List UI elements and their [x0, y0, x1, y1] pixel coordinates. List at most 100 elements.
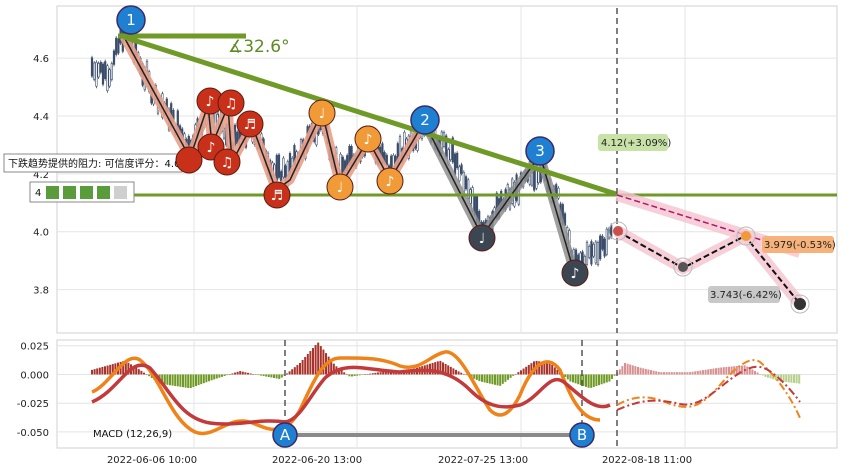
forecast-badge-low: 3.743(-6.42%)	[708, 286, 782, 303]
macd-hist-bar	[572, 374, 574, 383]
macd-hist-bar	[215, 374, 218, 379]
forecast-badge-up: 4.12(+3.09%)	[598, 134, 671, 151]
macd-hist-bar	[501, 374, 504, 384]
macd-hist-bar	[208, 374, 210, 382]
macd-hist-bar	[106, 365, 109, 375]
macd-hist-bar	[434, 362, 437, 375]
macd-hist-bar	[382, 371, 385, 375]
macd-hist-bar	[530, 363, 533, 375]
macd-hist-bar	[699, 370, 702, 375]
macd-hist-bar	[488, 374, 491, 384]
svg-text:♪: ♪	[364, 132, 373, 148]
macd-hist-bar	[330, 360, 333, 375]
macd-hist-bar	[286, 373, 288, 375]
macd-hist-bar	[179, 374, 182, 387]
macd-hist-bar	[611, 374, 613, 379]
macd-hist-bar	[127, 362, 130, 375]
macd-hist-bar	[369, 373, 372, 375]
macd-hist-bar	[332, 363, 335, 375]
candle-body	[533, 168, 536, 191]
candle-body	[588, 246, 591, 258]
macd-hist-bar	[798, 374, 801, 384]
macd-hist-bar	[582, 374, 585, 386]
forecast-marker-3	[736, 226, 756, 246]
macd-forecast-orange	[616, 359, 801, 419]
macd-hist-bar	[527, 364, 530, 375]
macd-hist-bar	[686, 372, 689, 375]
macd-hist-bar	[288, 371, 291, 375]
macd-hist-bar	[166, 374, 169, 385]
macd-hist-bar	[730, 366, 733, 375]
macd-hist-bar	[197, 374, 200, 386]
candle-body	[106, 65, 109, 92]
macd-hist-bar	[785, 374, 788, 383]
macd-hist-bar	[109, 364, 112, 375]
candle-body	[90, 57, 94, 77]
macd-hist-bar	[202, 374, 205, 384]
macd-label: MACD (12,26,9)	[93, 429, 172, 440]
macd-hist-bar	[174, 374, 177, 386]
macd-hist-bar	[663, 372, 665, 375]
macd-hist-bar	[579, 374, 582, 386]
macd-hist-bar	[465, 374, 468, 376]
macd-hist-bar	[540, 361, 543, 375]
macd-hist-bar	[694, 371, 697, 375]
macd-hist-bar	[91, 369, 93, 375]
down-trendline	[123, 34, 617, 197]
macd-hist-bar	[449, 366, 452, 375]
macd-hist-bar	[213, 374, 216, 380]
candle-body	[460, 164, 463, 174]
macd-hist-bar	[171, 374, 174, 386]
macd-hist-bar	[624, 362, 626, 375]
svg-text:3.979(-0.53%): 3.979(-0.53%)	[764, 240, 836, 251]
macd-hist-bar	[135, 367, 138, 375]
macd-hist-bar	[299, 362, 301, 375]
macd-hist-bar	[577, 374, 580, 385]
macd-hist-bar	[499, 374, 502, 386]
macd-hist-bar	[436, 361, 439, 375]
macd-hist-bar	[176, 374, 179, 387]
macd-hist-bar	[639, 367, 642, 375]
forecast-badge-mid: 3.979(-0.53%)	[762, 236, 836, 253]
macd-hist-bar	[327, 356, 330, 375]
candle-body	[467, 179, 470, 199]
macd-hist-bar	[195, 374, 197, 387]
svg-text:B: B	[577, 426, 587, 444]
macd-hist-bar	[613, 374, 616, 376]
macd-hist-bar	[793, 374, 795, 383]
note-marker: ♫	[213, 148, 241, 176]
macd-hist-bar	[384, 371, 387, 375]
macd-hist-bar	[262, 374, 265, 377]
macd-hist-bar	[455, 369, 457, 375]
macd-hist-bar	[650, 370, 652, 375]
macd-hist-bar	[221, 374, 223, 377]
macd-hist-bar	[431, 362, 434, 375]
macd-hist-bar	[704, 369, 707, 375]
macd-hist-bar	[210, 374, 213, 381]
candle-body	[97, 63, 100, 78]
macd-hist-bar	[439, 360, 442, 375]
note-marker: ♫	[217, 89, 245, 117]
macd-hist-bar	[780, 374, 782, 382]
macd-hist-bar	[306, 354, 309, 375]
macd-hist-bar	[678, 372, 681, 375]
divergence-marker-a: A	[272, 422, 298, 448]
macd-hist-bar	[169, 374, 171, 386]
x-tick-label: 2022-06-06 10:00	[107, 455, 197, 466]
macd-hist-bar	[205, 374, 208, 383]
macd-y-axis: 0.025 0.000 -0.025 -0.050	[17, 342, 49, 439]
macd-hist-bar	[514, 373, 517, 375]
macd-hist-bar	[309, 351, 312, 375]
svg-text:♬: ♬	[271, 188, 284, 204]
macd-hist-bar	[722, 367, 725, 375]
macd-hist-bar	[96, 368, 99, 375]
macd-hist-bar	[452, 368, 455, 375]
macd-hist-bar	[377, 372, 379, 375]
macd-hist-bar	[140, 370, 143, 375]
x-tick-label: 2022-06-20 13:00	[272, 455, 362, 466]
macd-hist-bar	[673, 372, 676, 375]
svg-text:A: A	[280, 426, 291, 444]
macd-hist-bar	[507, 374, 509, 380]
svg-text:♩: ♩	[479, 231, 486, 247]
